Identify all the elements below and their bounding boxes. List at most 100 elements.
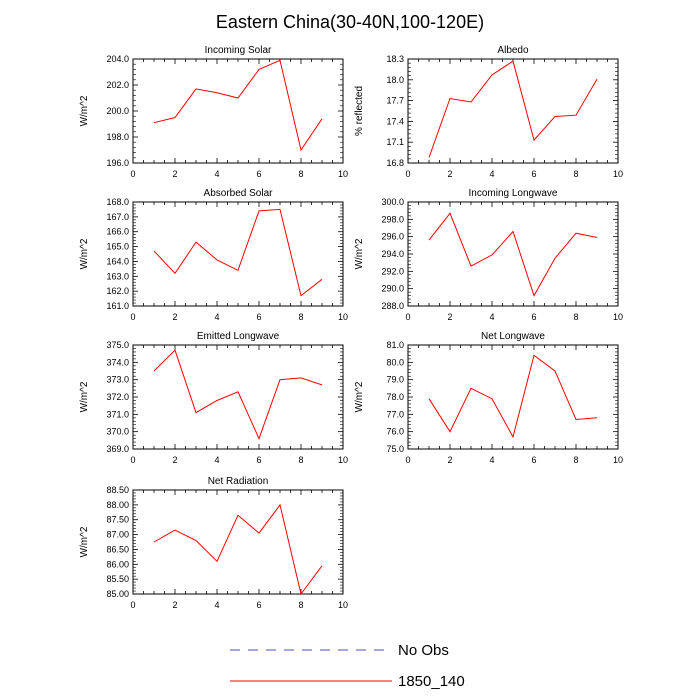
- y-tick-label: 372.0: [106, 392, 129, 402]
- y-tick-label: 300.0: [381, 197, 404, 207]
- y-tick-label: 375.0: [106, 340, 129, 350]
- y-tick-label: 75.0: [386, 444, 404, 454]
- series-line-1: [428, 60, 598, 158]
- x-tick-label: 6: [531, 169, 536, 179]
- y-tick-label: 77.0: [386, 409, 404, 419]
- y-tick-label: 79.0: [386, 375, 404, 385]
- y-axis-label: W/m^2: [79, 95, 90, 126]
- panel-title: Incoming Solar: [205, 45, 272, 56]
- x-tick-label: 0: [130, 169, 135, 179]
- y-axis-label: W/m^2: [79, 238, 90, 269]
- y-tick-label: 86.00: [106, 559, 129, 569]
- y-tick-label: 81.0: [386, 340, 404, 350]
- x-tick-label: 8: [573, 312, 578, 322]
- x-tick-label: 6: [531, 455, 536, 465]
- x-tick-label: 2: [172, 600, 177, 610]
- x-tick-label: 0: [130, 455, 135, 465]
- x-tick-label: 8: [298, 169, 303, 179]
- y-tick-label: 371.0: [106, 409, 129, 419]
- chart-panel-3: Absorbed Solar W/m^2 0 2 4 6 8 10 161.0 162.0 163.…: [79, 188, 348, 322]
- y-tick-label: 204.0: [106, 54, 129, 64]
- x-tick-label: 8: [298, 312, 303, 322]
- series-line-1: [153, 59, 323, 152]
- y-tick-label: 292.0: [381, 266, 404, 276]
- panel-title: Albedo: [497, 45, 529, 56]
- x-tick-label: 2: [172, 169, 177, 179]
- x-tick-label: 0: [130, 312, 135, 322]
- y-tick-label: 162.0: [106, 286, 129, 296]
- y-tick-label: 88.50: [106, 485, 129, 495]
- x-tick-label: 4: [489, 312, 494, 322]
- y-tick-label: 369.0: [106, 444, 129, 454]
- legend: No Obs 1850_140: [230, 642, 465, 690]
- chart-panel-7: Net Radiation W/m^2 0 2 4 6 8 10 85.00 85.50 86.00…: [79, 476, 348, 610]
- x-tick-label: 0: [405, 169, 410, 179]
- chart-panel-4: Incoming Longwave W/m^2 0 2 4 6 8 10 288.0 290.0 2…: [354, 188, 623, 322]
- panels: Incoming Solar W/m^2 0 2 4 6 8 10 196.0 198.0 200.…: [79, 45, 623, 610]
- x-tick-label: 4: [489, 169, 494, 179]
- chart-panel-1: Incoming Solar W/m^2 0 2 4 6 8 10 196.0 198.0 200.…: [79, 45, 348, 179]
- legend-label-no-obs: No Obs: [398, 642, 449, 659]
- x-tick-label: 2: [172, 455, 177, 465]
- x-tick-label: 10: [338, 169, 348, 179]
- x-tick-label: 6: [531, 312, 536, 322]
- series-line-1: [153, 349, 323, 440]
- x-tick-label: 2: [172, 312, 177, 322]
- x-tick-label: 6: [256, 312, 261, 322]
- x-tick-label: 2: [447, 169, 452, 179]
- panel-title: Emitted Longwave: [197, 331, 280, 342]
- chart-panel-6: Net Longwave W/m^2 0 2 4 6 8 10 75.0 76.0 77.0 78.0…: [354, 331, 623, 465]
- x-tick-label: 8: [298, 455, 303, 465]
- plot-frame: [407, 201, 619, 307]
- y-axis-label: W/m^2: [354, 238, 365, 269]
- chart-panel-2: Albedo % reflected 0 2 4 6 8 10 16.8 17.1 17.4 17.7…: [354, 45, 623, 179]
- x-tick-label: 8: [573, 169, 578, 179]
- x-tick-label: 10: [613, 169, 623, 179]
- y-tick-label: 76.0: [386, 427, 404, 437]
- plot-frame: [132, 201, 344, 307]
- panel-title: Incoming Longwave: [469, 188, 558, 199]
- y-tick-label: 16.8: [386, 158, 404, 168]
- y-tick-label: 296.0: [381, 232, 404, 242]
- x-tick-label: 0: [130, 600, 135, 610]
- x-tick-label: 10: [338, 600, 348, 610]
- y-tick-label: 80.0: [386, 357, 404, 367]
- legend-label-1850-140: 1850_140: [398, 673, 465, 690]
- x-tick-label: 4: [214, 169, 219, 179]
- y-tick-label: 88.00: [106, 500, 129, 510]
- plot-frame: [407, 58, 619, 164]
- x-tick-label: 10: [338, 312, 348, 322]
- y-tick-label: 18.0: [386, 75, 404, 85]
- y-tick-label: 290.0: [381, 284, 404, 294]
- chart-panel-5: Emitted Longwave W/m^2 0 2 4 6 8 10 369.0 370.0 37…: [79, 331, 348, 465]
- y-axis-label: W/m^2: [79, 526, 90, 557]
- y-tick-label: 161.0: [106, 301, 129, 311]
- y-tick-label: 85.50: [106, 574, 129, 584]
- y-tick-label: 373.0: [106, 375, 129, 385]
- x-tick-label: 10: [338, 455, 348, 465]
- series-line-1: [153, 503, 323, 596]
- x-tick-label: 10: [613, 312, 623, 322]
- series-line-1: [428, 354, 598, 439]
- plot-frame: [407, 344, 619, 450]
- y-tick-label: 164.0: [106, 256, 129, 266]
- y-tick-label: 374.0: [106, 357, 129, 367]
- x-tick-label: 4: [489, 455, 494, 465]
- plot-frame: [132, 58, 344, 164]
- y-tick-label: 202.0: [106, 80, 129, 90]
- y-tick-label: 168.0: [106, 197, 129, 207]
- y-tick-label: 166.0: [106, 227, 129, 237]
- x-tick-label: 4: [214, 312, 219, 322]
- y-tick-label: 298.0: [381, 214, 404, 224]
- panel-title: Absorbed Solar: [204, 188, 274, 199]
- y-tick-label: 163.0: [106, 271, 129, 281]
- y-tick-label: 78.0: [386, 392, 404, 402]
- x-tick-label: 0: [405, 312, 410, 322]
- x-tick-label: 6: [256, 169, 261, 179]
- x-tick-label: 2: [447, 455, 452, 465]
- y-tick-label: 370.0: [106, 427, 129, 437]
- y-axis-label: W/m^2: [354, 381, 365, 412]
- x-tick-label: 10: [613, 455, 623, 465]
- y-tick-label: 198.0: [106, 132, 129, 142]
